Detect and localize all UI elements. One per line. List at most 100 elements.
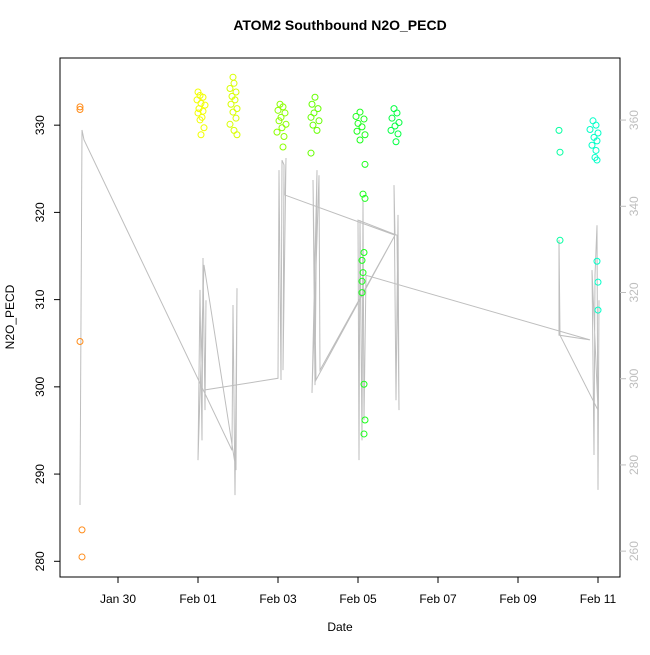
y2-tick-label: 260	[627, 541, 641, 561]
data-point	[360, 115, 368, 123]
plot-frame	[59, 57, 621, 578]
x-tick-label: Feb 07	[419, 592, 457, 606]
y2-tick-label: 280	[627, 455, 641, 475]
data-point	[359, 269, 367, 277]
data-point	[592, 146, 600, 154]
data-point	[391, 122, 399, 130]
x-tick-label: Feb 11	[580, 592, 617, 606]
data-point	[275, 117, 283, 125]
data-point	[307, 113, 315, 121]
y-tick-label: 330	[33, 115, 47, 135]
data-point	[233, 105, 241, 113]
data-point	[230, 79, 238, 87]
data-point	[356, 108, 364, 116]
data-point	[392, 138, 400, 146]
y2-tick-label: 320	[627, 282, 641, 302]
data-point	[76, 105, 84, 113]
data-point	[78, 553, 86, 561]
data-point	[278, 124, 286, 132]
data-point	[229, 108, 237, 116]
data-point	[226, 120, 234, 128]
data-point	[194, 109, 202, 117]
data-point	[586, 126, 594, 134]
x-tick-label: Feb 03	[259, 592, 297, 606]
y2-tick-label: 340	[627, 196, 641, 216]
data-point	[194, 88, 202, 96]
data-point	[232, 88, 240, 96]
data-point	[588, 141, 596, 149]
data-point	[358, 123, 366, 131]
y-tick-label: 290	[33, 464, 47, 484]
data-point	[352, 112, 360, 120]
data-point	[273, 128, 281, 136]
data-point	[197, 131, 205, 139]
data-point	[359, 190, 367, 198]
x-tick-label: Feb 05	[339, 592, 377, 606]
data-point	[227, 100, 235, 108]
data-point	[360, 430, 368, 438]
y-tick-label: 300	[33, 377, 47, 397]
data-point	[387, 126, 395, 134]
chart-title: ATOM2 Southbound N2O_PECD	[233, 17, 446, 33]
data-point	[354, 119, 362, 127]
data-point	[314, 105, 322, 113]
y2-tick-label: 300	[627, 368, 641, 388]
x-tick-label: Feb 09	[499, 592, 537, 606]
data-point	[353, 127, 361, 135]
x-axis-title: Date	[327, 620, 353, 634]
data-point	[231, 96, 239, 104]
data-point	[593, 156, 601, 164]
data-point	[556, 236, 564, 244]
y-tick-label: 320	[33, 202, 47, 222]
data-point	[555, 126, 563, 134]
data-point	[594, 278, 602, 286]
data-point	[592, 121, 600, 129]
data-point	[279, 143, 287, 151]
y-tick-label: 280	[33, 551, 47, 571]
data-point	[361, 194, 369, 202]
data-point	[280, 133, 288, 141]
y-axis-title: N2O_PECD	[3, 284, 17, 349]
data-point	[358, 256, 366, 264]
data-point	[358, 289, 366, 297]
data-point	[395, 119, 403, 127]
data-point	[358, 277, 366, 285]
data-point	[593, 257, 601, 265]
data-line	[79, 129, 600, 506]
data-point	[388, 114, 396, 122]
x-tick-label: Jan 30	[100, 592, 136, 606]
data-point	[226, 85, 234, 93]
data-point	[360, 380, 368, 388]
data-point	[308, 100, 316, 108]
data-point	[199, 93, 207, 101]
data-point	[201, 101, 209, 109]
data-point	[233, 131, 241, 139]
data-point	[76, 337, 84, 345]
data-point	[313, 126, 321, 134]
data-point	[277, 113, 285, 121]
data-point	[282, 120, 290, 128]
data-point	[196, 116, 204, 124]
data-point	[193, 96, 201, 104]
data-point	[281, 109, 289, 117]
data-point	[78, 526, 86, 534]
data-point	[593, 137, 601, 145]
data-point	[594, 306, 602, 314]
y2-tick-label: 360	[627, 110, 641, 130]
y-tick-label: 310	[33, 289, 47, 309]
data-point	[361, 416, 369, 424]
data-point	[76, 103, 84, 111]
data-point	[394, 130, 402, 138]
data-point	[361, 131, 369, 139]
data-point	[279, 103, 287, 111]
data-point	[309, 121, 317, 129]
data-point	[232, 114, 240, 122]
data-point	[315, 117, 323, 125]
data-point	[307, 149, 315, 157]
data-point	[200, 124, 208, 132]
data-point	[594, 129, 602, 137]
data-point	[360, 249, 368, 257]
x-tick-label: Feb 01	[179, 592, 217, 606]
